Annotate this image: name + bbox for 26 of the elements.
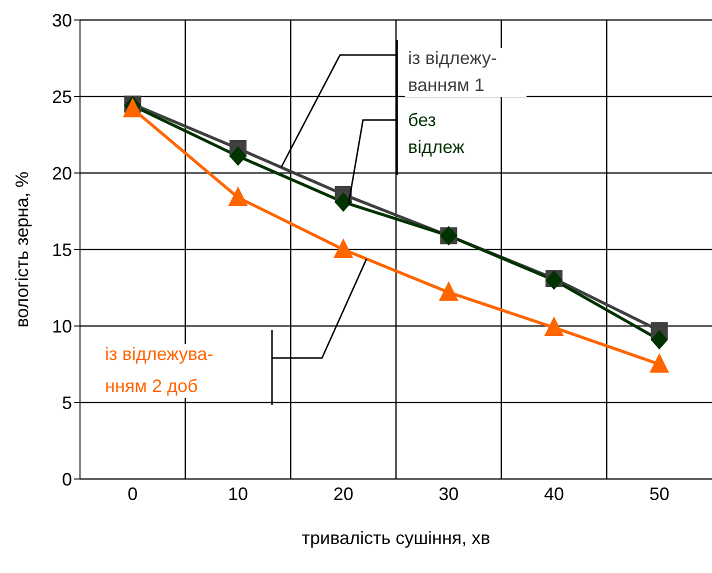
y-tick-label: 20	[52, 163, 72, 184]
x-tick-label: 10	[228, 484, 248, 504]
point	[228, 186, 248, 206]
point	[439, 282, 458, 301]
y-axis-title: вологість зерна, %	[12, 172, 32, 328]
y-tick-label: 10	[52, 316, 72, 336]
y-tick-label: 30	[52, 10, 72, 30]
point	[334, 239, 353, 258]
text: без відлеж	[408, 110, 464, 157]
point	[650, 354, 669, 373]
x-tick-label: 0	[128, 484, 138, 504]
y-tick-label: 5	[62, 392, 72, 413]
point	[334, 192, 352, 212]
point	[650, 330, 668, 350]
text: із відлежу-ванням 1	[408, 48, 497, 95]
y-tick-label: 15	[52, 240, 72, 260]
x-tick-label: 40	[544, 484, 564, 504]
text: із відлежува-нням 2 доб	[105, 344, 214, 396]
x-tick-label: 20	[333, 484, 354, 504]
point	[544, 317, 564, 336]
x-tick-label: 30	[438, 484, 459, 504]
x-axis-title: тривалість сушіння, хв	[302, 528, 490, 548]
x-tick-label: 50	[649, 484, 670, 504]
y-tick-label: 0	[62, 469, 72, 490]
y-tick-label: 25	[52, 86, 72, 107]
point	[230, 146, 246, 166]
